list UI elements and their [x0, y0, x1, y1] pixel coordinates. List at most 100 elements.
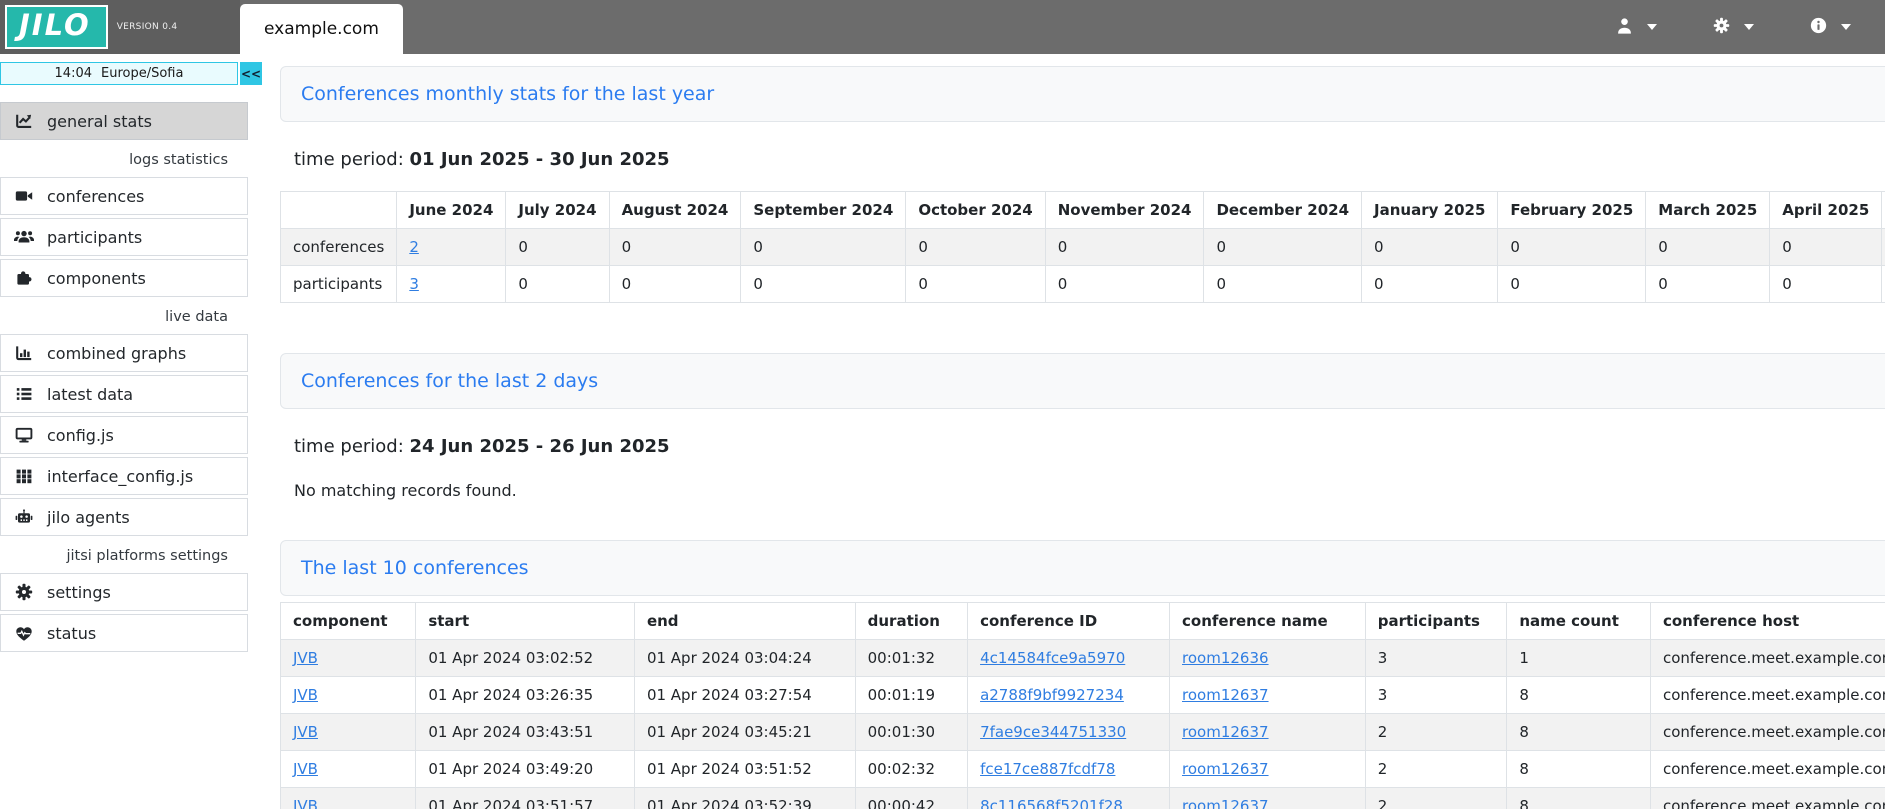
grid-icon: [14, 467, 34, 485]
sidebar-item-status[interactable]: status: [0, 614, 248, 652]
table-cell: 01 Apr 2024 03:27:54: [634, 677, 855, 714]
clock-display: 14:04 Europe/Sofia: [0, 62, 238, 85]
table-cell: 0: [506, 229, 609, 266]
sidebar-item-config-js[interactable]: config.js: [0, 416, 248, 454]
table-row: conferences2000000000000: [281, 229, 1885, 266]
sidebar-item-label: jilo agents: [47, 508, 130, 527]
table-cell: room12637: [1170, 714, 1366, 751]
header-menus: [1616, 0, 1885, 54]
sidebar-collapse-button[interactable]: <<: [240, 62, 262, 85]
table-cell: 0: [609, 266, 741, 303]
settings-menu[interactable]: [1713, 17, 1754, 38]
table-row: JVB01 Apr 2024 03:49:2001 Apr 2024 03:51…: [281, 751, 1885, 788]
table-cell: 8: [1507, 751, 1651, 788]
sidebar-item-settings[interactable]: settings: [0, 573, 248, 611]
desktop-icon: [14, 426, 34, 444]
info-menu[interactable]: [1810, 17, 1851, 38]
caret-down-icon: [1647, 24, 1657, 30]
component-link[interactable]: JVB: [293, 723, 318, 741]
component-link[interactable]: JVB: [293, 760, 318, 778]
table-header: componentstartenddurationconference IDco…: [281, 603, 1885, 640]
participants-count-link[interactable]: 3: [409, 275, 419, 293]
conference-id-link[interactable]: 4c14584fce9a5970: [980, 649, 1125, 667]
version-label: VERSION 0.4: [117, 22, 178, 32]
component-link[interactable]: JVB: [293, 797, 318, 809]
conference-name-link[interactable]: room12637: [1182, 797, 1269, 809]
tab-example-com[interactable]: example.com: [240, 4, 403, 54]
timezone-value: Europe/Sofia: [101, 66, 183, 81]
table-cell: 01 Apr 2024 03:49:20: [416, 751, 635, 788]
table-cell: 0: [1045, 229, 1204, 266]
table-cell: 0: [1498, 229, 1646, 266]
table-cell: 2: [1365, 788, 1507, 809]
table-cell: 01 Apr 2024 03:45:21: [634, 714, 855, 751]
conference-id-link[interactable]: 8c116568f5201f28: [980, 797, 1123, 809]
sidebar-item-interface-config-js[interactable]: interface_config.js: [0, 457, 248, 495]
table-row: JVB01 Apr 2024 03:51:5701 Apr 2024 03:52…: [281, 788, 1885, 809]
conference-name-link[interactable]: room12637: [1182, 686, 1269, 704]
table-cell: 7fae9ce344751330: [968, 714, 1170, 751]
table-cell: 8c116568f5201f28: [968, 788, 1170, 809]
sidebar-item-combined-graphs[interactable]: combined graphs: [0, 334, 248, 372]
sidebar-menu: general stats logs statistics conferences p…: [0, 102, 262, 652]
table-cell: room12637: [1170, 751, 1366, 788]
conferences-count-link[interactable]: 2: [409, 238, 419, 256]
column-header-december-2024: December 2024: [1204, 192, 1362, 229]
table-cell: 00:01:19: [855, 677, 967, 714]
table-cell: 01 Apr 2024 03:43:51: [416, 714, 635, 751]
sidebar: 14:04 Europe/Sofia << general stats logs …: [0, 54, 262, 809]
column-header-end: end: [634, 603, 855, 640]
logo-zone: JILO VERSION 0.4: [0, 0, 240, 54]
column-header-duration: duration: [855, 603, 967, 640]
sidebar-item-participants[interactable]: participants: [0, 218, 248, 256]
column-header-name-count: name count: [1507, 603, 1651, 640]
monthly-time-period: time period: 01 Jun 2025 - 30 Jun 2025: [294, 149, 1885, 170]
section-title: Conferences monthly stats for the last y…: [301, 83, 714, 105]
sidebar-item-jilo-agents[interactable]: jilo agents: [0, 498, 248, 536]
conference-id-link[interactable]: 7fae9ce344751330: [980, 723, 1126, 741]
table-cell: 0: [1362, 229, 1498, 266]
conference-id-link[interactable]: fce17ce887fcdf78: [980, 760, 1115, 778]
sidebar-item-label: conferences: [47, 187, 144, 206]
table-cell: 3: [1365, 677, 1507, 714]
top-header: JILO VERSION 0.4 example.com: [0, 0, 1885, 54]
conference-name-link[interactable]: room12636: [1182, 649, 1269, 667]
table-row: JVB 01 Apr 2024 03:43:5101 Apr 2024 03:45…: [281, 714, 1885, 751]
conference-name-link[interactable]: room12637: [1182, 723, 1269, 741]
table-cell: 2: [1365, 714, 1507, 751]
caret-down-icon: [1841, 24, 1851, 30]
component-link[interactable]: JVB: [293, 649, 318, 667]
table-cell: 01 Apr 2024 03:52:39: [634, 788, 855, 809]
row-label: participants: [281, 266, 397, 303]
recent-conferences-heading: Conferences for the last 2 days: [280, 353, 1885, 409]
column-header-february-2025: February 2025: [1498, 192, 1646, 229]
sidebar-item-label: participants: [47, 228, 142, 247]
monthly-stats-heading: Conferences monthly stats for the last y…: [280, 66, 1885, 122]
sidebar-item-label: status: [47, 624, 96, 643]
sidebar-item-conferences[interactable]: conferences: [0, 177, 248, 215]
sidebar-item-general-stats[interactable]: general stats: [0, 102, 248, 140]
sidebar-item-latest-data[interactable]: latest data: [0, 375, 248, 413]
table-cell: 0: [1204, 266, 1362, 303]
table-cell: 0: [1204, 229, 1362, 266]
table-cell: 8: [1507, 714, 1651, 751]
table-header: June 2024July 2024August 2024September 2…: [281, 192, 1885, 229]
gear-dark-icon: [14, 583, 34, 601]
sidebar-item-label: general stats: [47, 112, 152, 131]
chart-line-icon: [14, 112, 34, 130]
time-period-value: 24 Jun 2025 - 26 Jun 2025: [410, 436, 670, 457]
conference-id-link[interactable]: a2788f9bf9927234: [980, 686, 1124, 704]
sidebar-item-components[interactable]: components: [0, 259, 248, 297]
time-value: 14:04: [55, 66, 92, 81]
table-cell: 0: [906, 229, 1045, 266]
heart-pulse-icon: [14, 625, 34, 642]
last10-heading: The last 10 conferences: [280, 540, 1885, 596]
conference-name-link[interactable]: room12637: [1182, 760, 1269, 778]
table-cell: room12637: [1170, 677, 1366, 714]
user-menu[interactable]: [1616, 17, 1657, 38]
column-header-october-2024: October 2024: [906, 192, 1045, 229]
table-cell: 01 Apr 2024 03:02:52: [416, 640, 635, 677]
table-cell: JVB: [281, 677, 416, 714]
component-link[interactable]: JVB: [293, 686, 318, 704]
sidebar-section-label-logs-statistics: logs statistics: [0, 143, 248, 177]
